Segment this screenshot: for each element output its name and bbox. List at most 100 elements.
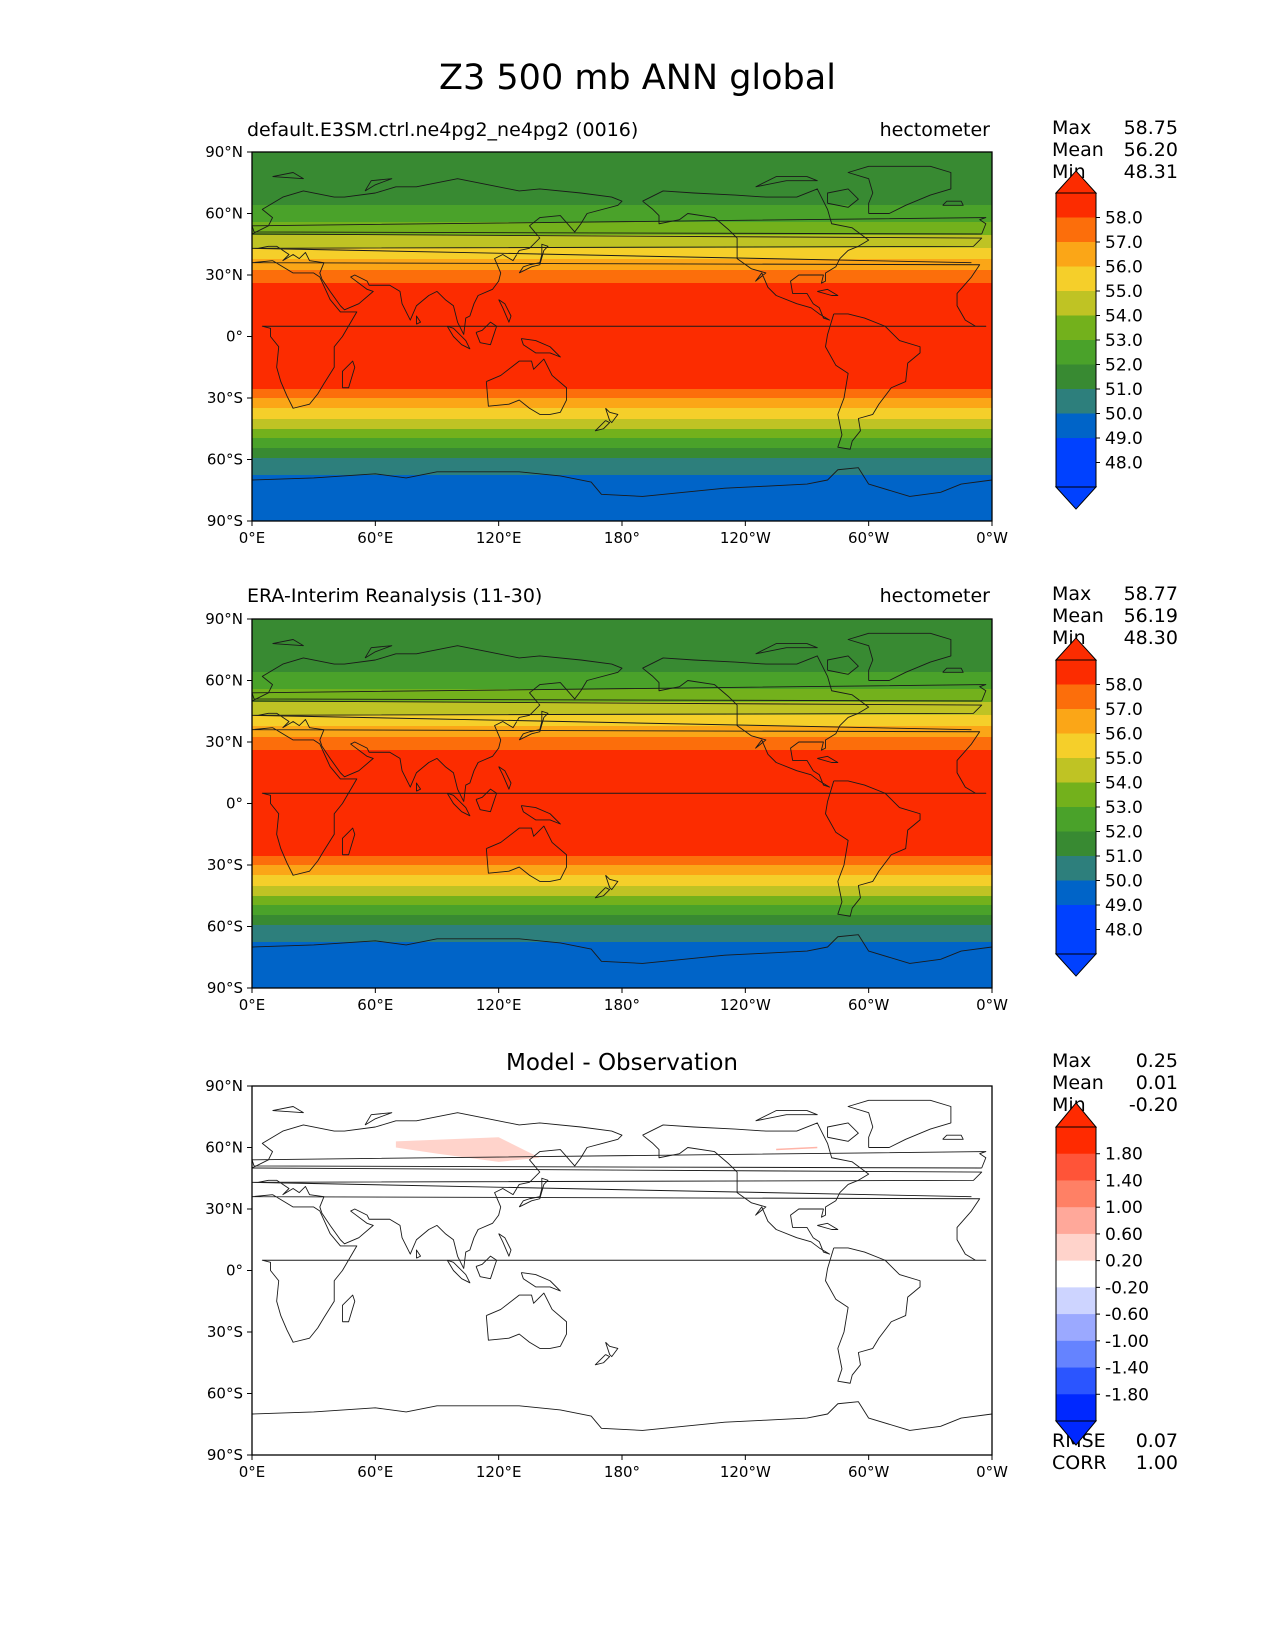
- contour-band: [252, 405, 992, 407]
- contour-band: [252, 344, 992, 346]
- colorbar-tick-label: 49.0: [1105, 896, 1143, 916]
- coastline: [415, 1249, 422, 1259]
- contour-band: [252, 748, 992, 750]
- contour-band: [252, 319, 992, 321]
- y-tick-label: 90°S: [207, 1446, 243, 1464]
- contour-band: [252, 483, 992, 485]
- colorbar-tick-label: 1.80: [1105, 1145, 1143, 1165]
- coastline: [16, 644, 78, 654]
- contour-band: [252, 881, 992, 883]
- contour-band: [252, 686, 992, 688]
- y-tick-label: 90°S: [207, 512, 243, 530]
- x-tick-label: 60°E: [357, 1463, 393, 1481]
- contour-band: [252, 934, 992, 936]
- contour-band: [252, 753, 992, 755]
- contour-band: [252, 821, 992, 823]
- contour-band: [252, 637, 992, 639]
- contour-band: [252, 929, 992, 931]
- contour-band: [252, 452, 992, 454]
- contour-band: [252, 212, 992, 214]
- contour-band: [252, 272, 992, 274]
- colorbar-tick-label: 58.0: [1105, 209, 1143, 229]
- contour-band: [252, 727, 992, 729]
- contour-band: [252, 791, 992, 793]
- contour-band: [252, 737, 992, 739]
- contour-band: [252, 494, 992, 496]
- contour-band: [252, 300, 992, 302]
- coastline: [942, 667, 964, 673]
- contour-band: [252, 224, 992, 226]
- x-tick-label: 180°: [604, 1463, 640, 1481]
- contour-band: [252, 707, 992, 709]
- contour-band: [252, 939, 992, 941]
- contour-band: [252, 299, 992, 301]
- contour-band: [252, 946, 992, 948]
- coastline: [88, 656, 119, 674]
- contour-band: [252, 712, 992, 714]
- contour-band: [252, 218, 992, 220]
- coastline: [1013, 640, 1044, 646]
- contour-band: [252, 490, 992, 492]
- contour-band: [252, 183, 992, 185]
- contour-band: [252, 386, 992, 388]
- contour-band: [252, 720, 992, 722]
- contour-band: [252, 422, 992, 424]
- contour-band: [252, 228, 992, 230]
- contour-band: [252, 474, 992, 476]
- coastline: [341, 827, 356, 856]
- contour-band: [252, 206, 992, 208]
- contour-band: [252, 705, 992, 707]
- coastline: [0, 646, 242, 802]
- contour-band: [252, 669, 992, 671]
- contour-band: [252, 746, 992, 748]
- coastline: [1226, 359, 1275, 414]
- contour-band: [252, 648, 992, 650]
- contour-band: [252, 626, 992, 628]
- contour-band: [252, 246, 992, 248]
- coastline: [825, 1247, 921, 1384]
- contour-band: [252, 875, 992, 877]
- contour-band: [252, 853, 992, 855]
- contour-band: [252, 832, 992, 834]
- contour-band: [252, 682, 992, 684]
- contour-band: [252, 630, 992, 632]
- coastline: [364, 645, 393, 659]
- contour-band: [252, 906, 992, 908]
- x-tick-label: 120°W: [720, 529, 771, 547]
- contour-band: [252, 776, 992, 778]
- contour-band: [252, 860, 992, 862]
- contour-band: [252, 471, 992, 473]
- x-tick-label: 60°W: [848, 996, 890, 1014]
- contour-band: [252, 230, 992, 232]
- contour-band: [252, 841, 992, 843]
- contour-band: [252, 804, 992, 806]
- colorbar-segment: [1056, 929, 1096, 955]
- contour-band: [252, 866, 992, 868]
- contour-band: [252, 510, 992, 512]
- contour-band: [252, 164, 992, 166]
- contour-band: [252, 358, 992, 360]
- contour-band: [252, 225, 992, 227]
- contour-band: [252, 168, 992, 170]
- contour-band: [252, 636, 992, 638]
- colorbar-tick-label: 51.0: [1105, 847, 1143, 867]
- contour-band: [252, 287, 992, 289]
- contour-band: [252, 771, 992, 773]
- contour-band: [252, 215, 992, 217]
- colorbar-tick-label: 54.0: [1105, 774, 1143, 794]
- x-tick-label: 0°W: [976, 996, 1008, 1014]
- contour-band: [252, 921, 992, 923]
- contour-band: [252, 454, 992, 456]
- contour-band: [252, 933, 992, 935]
- contour-band: [252, 476, 992, 478]
- contour-band: [252, 188, 992, 190]
- contour-band: [252, 451, 992, 453]
- contour-band: [252, 352, 992, 354]
- contour-band: [252, 711, 992, 713]
- contour-band: [252, 508, 992, 510]
- contour-band: [252, 788, 992, 790]
- contour-band: [252, 444, 992, 446]
- contour-band: [252, 153, 992, 155]
- contour-band: [252, 649, 992, 651]
